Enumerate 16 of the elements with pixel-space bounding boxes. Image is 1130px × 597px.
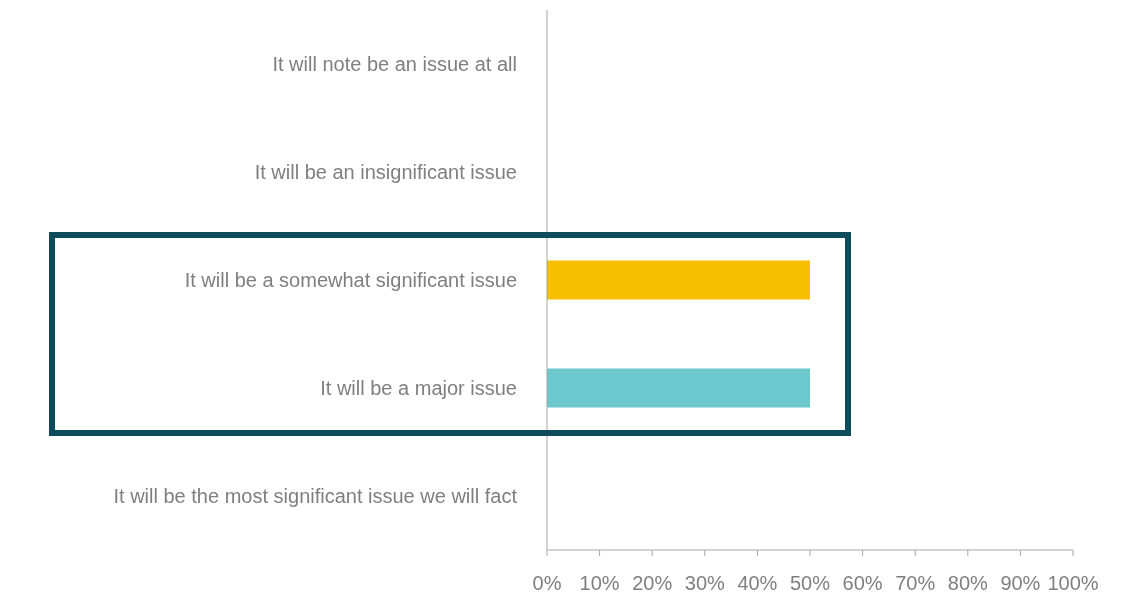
x-tick-label: 20% [632, 572, 673, 595]
y-tick-label: It will be a somewhat significant issue [184, 269, 517, 292]
y-tick-label: It will be the most significant issue we will fact [113, 485, 518, 508]
x-tick-label: 60% [842, 572, 883, 595]
x-tick-label: 0% [532, 572, 562, 595]
x-tick-label: 30% [684, 572, 726, 595]
y-tick-label: It will note be an issue at all [272, 53, 517, 76]
y-tick-label: It will be an insignificant issue [254, 161, 517, 184]
x-tick-label: 80% [947, 572, 989, 595]
x-tick-label: 90% [1000, 572, 1041, 595]
x-tick-label: 100% [1047, 572, 1099, 595]
x-tick-label: 40% [737, 572, 778, 595]
y-tick-label: It will be a major issue [320, 377, 517, 400]
x-tick-label: 70% [895, 572, 936, 595]
x-tick-label: 50% [789, 572, 831, 595]
x-tick-label: 10% [579, 572, 620, 595]
